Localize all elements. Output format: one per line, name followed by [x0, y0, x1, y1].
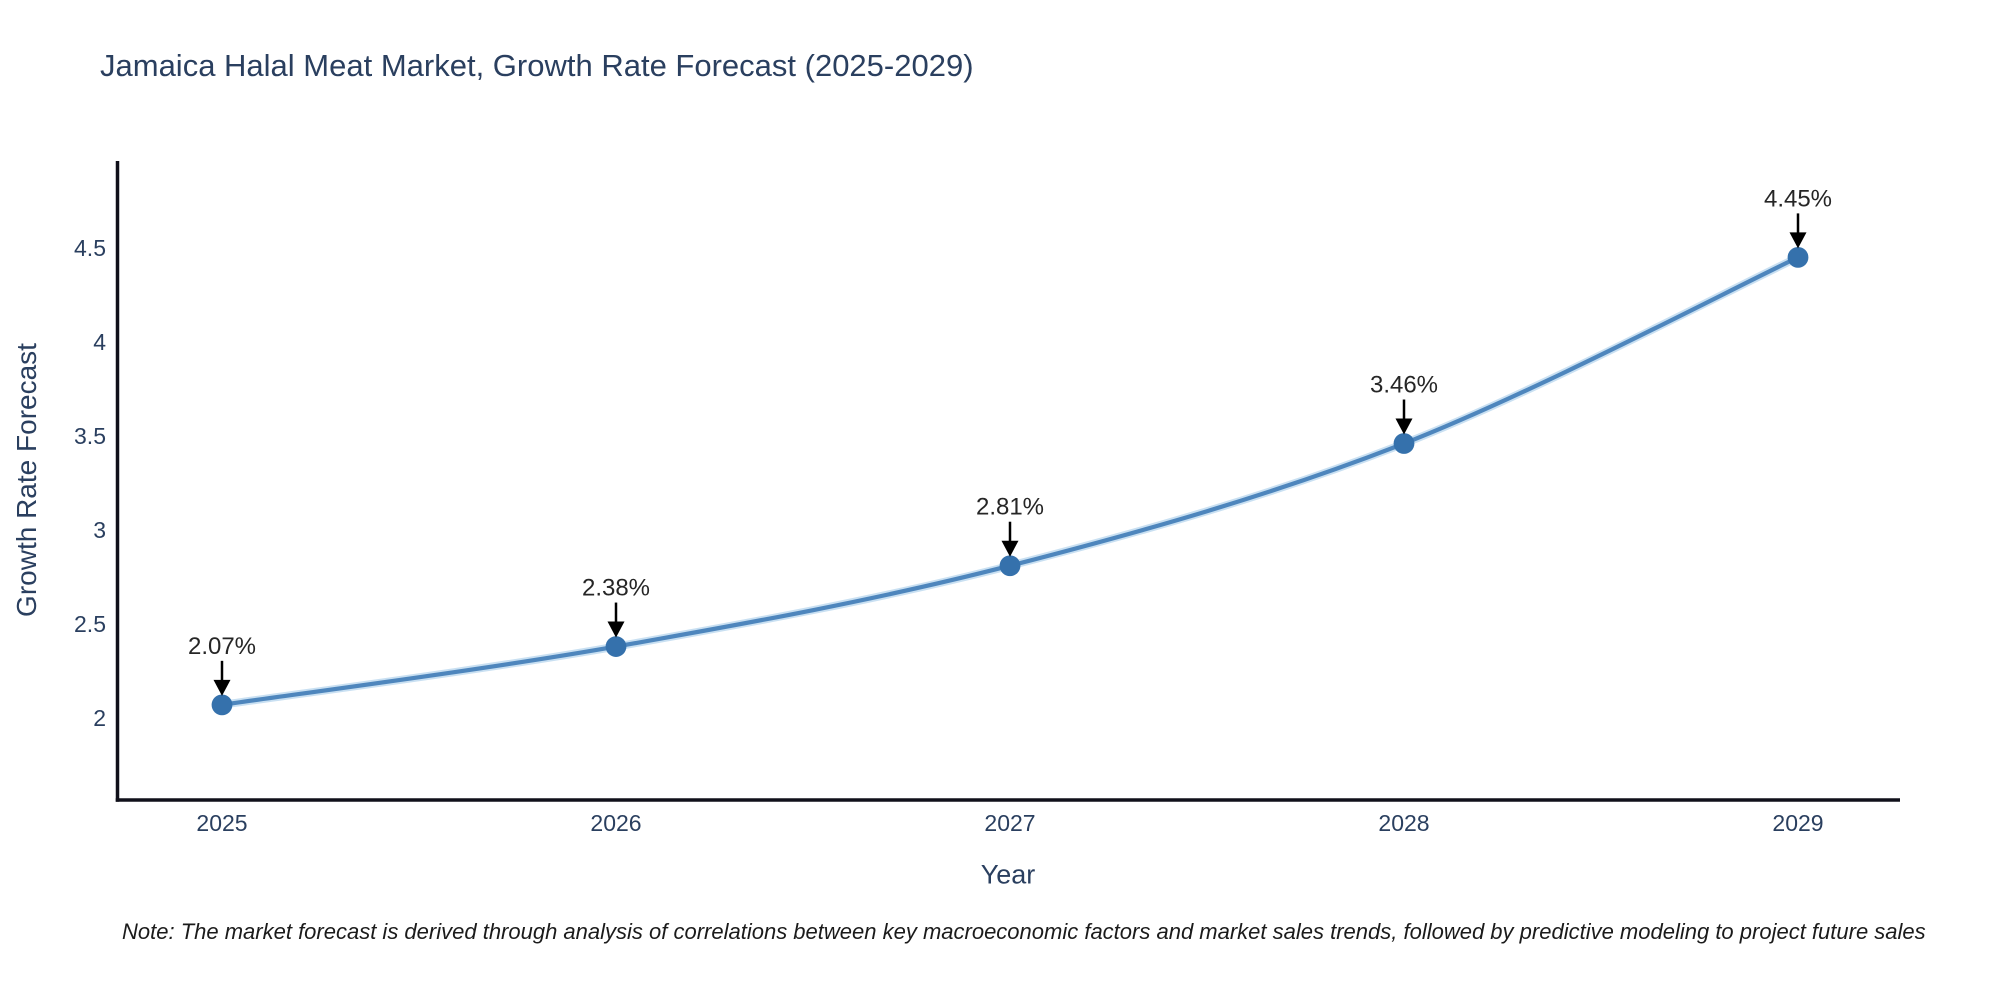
y-tick-label: 3	[93, 517, 106, 543]
annotation-layer: 2.07% 2.38% 2.81% 3.46% 4.45%	[188, 185, 1832, 696]
x-tick-label: 2029	[1772, 810, 1823, 836]
annotation-arrowhead-icon	[213, 679, 231, 696]
y-tick-label: 2.5	[74, 611, 106, 637]
note-text: Note: The market forecast is derived thr…	[122, 919, 1926, 944]
annotation-label: 3.46%	[1370, 372, 1438, 399]
ticks-layer: 2 2.5 3 3.5 4 4.5 2025 2026 2027 2028 2029	[74, 235, 1824, 836]
chart-title: Jamaica Halal Meat Market, Growth Rate F…	[100, 48, 974, 83]
annotation-label: 2.07%	[188, 633, 256, 660]
x-tick-label: 2026	[590, 810, 641, 836]
y-tick-label: 3.5	[74, 423, 106, 449]
series-layer	[211, 247, 1809, 716]
annotation-arrowhead-icon	[1789, 232, 1807, 249]
data-point-marker[interactable]	[1393, 433, 1415, 454]
plot-area[interactable]	[117, 161, 1900, 800]
x-tick-label: 2027	[984, 810, 1035, 836]
x-tick-label: 2028	[1378, 810, 1429, 836]
data-point-marker[interactable]	[999, 555, 1021, 577]
axes-layer	[115, 161, 1900, 802]
x-axis-title: Year	[980, 859, 1036, 890]
data-point-marker[interactable]	[211, 694, 233, 716]
annotation-arrowhead-icon	[607, 621, 625, 638]
annotation-label: 4.45%	[1764, 185, 1832, 212]
y-tick-label: 4	[93, 329, 106, 355]
x-tick-label: 2025	[196, 810, 247, 836]
annotation-arrowhead-icon	[1395, 418, 1413, 435]
y-tick-label: 4.5	[74, 235, 106, 261]
data-point-marker[interactable]	[605, 636, 627, 657]
data-point-marker[interactable]	[1787, 247, 1809, 268]
y-tick-label: 2	[93, 705, 106, 731]
annotation-label: 2.81%	[976, 494, 1044, 521]
annotation-arrowhead-icon	[1001, 540, 1019, 557]
annotation-label: 2.38%	[582, 575, 650, 602]
